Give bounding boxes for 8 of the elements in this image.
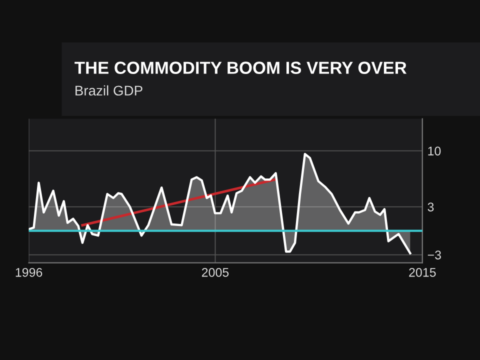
x-tick-label: 2005 xyxy=(202,268,229,277)
y-tick-label: 3 xyxy=(428,202,434,212)
x-tick-label: 2015 xyxy=(409,268,436,277)
chart-subtitle: Brazil GDP xyxy=(76,85,142,96)
y-tick-label: −3 xyxy=(428,250,441,260)
y-tick-label: 10 xyxy=(428,146,441,156)
chart-title: THE COMMODITY BOOM IS VERY OVER xyxy=(74,62,407,74)
x-tick-label: 1996 xyxy=(16,268,42,277)
